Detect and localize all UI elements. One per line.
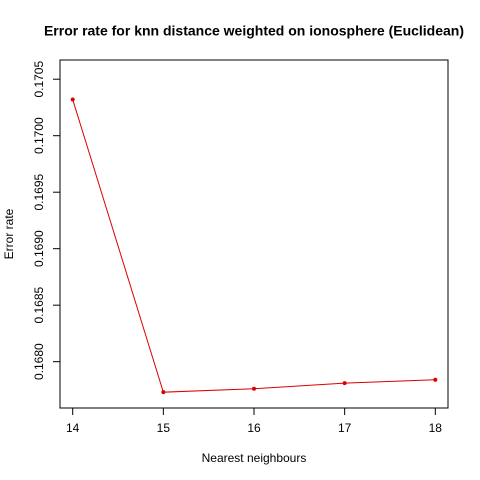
y-tick-label: 0.1685 — [32, 287, 46, 324]
x-tick-label: 18 — [429, 421, 443, 435]
y-tick-label: 0.1695 — [32, 174, 46, 211]
x-tick-label: 17 — [338, 421, 352, 435]
point — [342, 381, 347, 386]
y-tick-label: 0.1705 — [32, 61, 46, 98]
y-tick-label: 0.1700 — [32, 117, 46, 154]
point — [433, 377, 438, 382]
x-tick-label: 15 — [157, 421, 171, 435]
y-tick-label: 0.1690 — [32, 230, 46, 267]
point — [252, 386, 256, 391]
x-axis-label: Nearest neighbours — [202, 451, 307, 465]
y-axis-label: Error rate — [2, 208, 16, 259]
x-tick-label: 16 — [247, 421, 261, 435]
point — [70, 97, 75, 102]
chart-title: Error rate for knn distance weighted on … — [44, 23, 464, 39]
point — [161, 390, 166, 395]
y-tick-label: 0.1680 — [32, 343, 46, 380]
x-tick-label: 14 — [66, 421, 80, 435]
